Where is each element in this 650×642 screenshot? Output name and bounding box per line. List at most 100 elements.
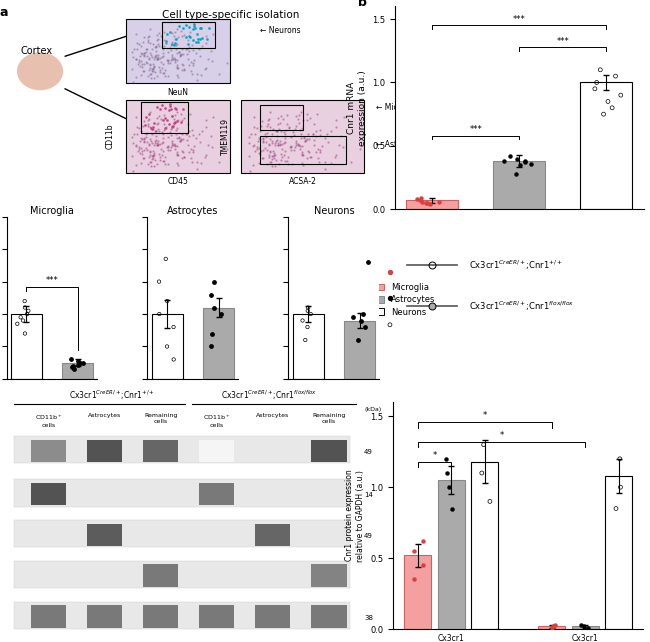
Point (154, 277, 164, 287)
Point (579, 621, 590, 632)
Point (306, 309, 316, 319)
Point (615, 454, 625, 464)
Point (23, 306, 34, 316)
Point (441, 454, 451, 464)
Text: CD45: CD45 (168, 177, 188, 186)
Point (417, 196, 428, 207)
Legend: Microglia, Astrocytes, Neurons: Microglia, Astrocytes, Neurons (374, 283, 436, 317)
Point (209, 302, 219, 313)
Text: ***: *** (556, 37, 569, 46)
Point (69, 364, 79, 374)
Text: CD11b$^+$
cells: CD11b$^+$ cells (203, 413, 231, 428)
Point (515, 160, 526, 170)
FancyBboxPatch shape (296, 265, 358, 281)
Point (473, 433, 484, 443)
Y-axis label: Cnr1 mRNA
expression (a.u.): Cnr1 mRNA expression (a.u.) (347, 70, 367, 146)
Point (73, 360, 83, 370)
Text: Cx3cr1$^{CreER/+}$;Cnr1$^{+/+}$: Cx3cr1$^{CreER/+}$;Cnr1$^{+/+}$ (69, 388, 155, 402)
Text: NeuN: NeuN (168, 87, 188, 96)
Bar (292, 314, 324, 379)
Point (499, 156, 510, 166)
Ellipse shape (18, 53, 62, 90)
Point (616, 482, 626, 492)
Point (358, 309, 369, 319)
Point (592, 77, 602, 87)
Title: Microglia: Microglia (30, 206, 74, 216)
Point (348, 312, 359, 322)
Bar (471, 462, 498, 629)
Text: b: b (358, 0, 367, 9)
Point (303, 302, 313, 313)
Bar (62, 363, 94, 379)
Point (607, 103, 618, 113)
Title: Astrocytes: Astrocytes (167, 206, 218, 216)
Text: Astrocytes: Astrocytes (88, 413, 122, 419)
Point (411, 194, 422, 204)
Text: CD11b$^+$
cells: CD11b$^+$ cells (35, 413, 62, 428)
Text: *: * (499, 431, 504, 440)
Point (611, 503, 621, 514)
Point (424, 199, 435, 209)
Point (485, 496, 495, 507)
Point (422, 198, 433, 208)
Point (526, 159, 536, 169)
Point (419, 536, 429, 546)
Point (360, 322, 370, 332)
Bar (493, 161, 545, 209)
Point (18, 315, 28, 325)
Point (590, 83, 600, 94)
Bar (438, 480, 465, 629)
Point (418, 560, 428, 571)
Point (162, 296, 172, 306)
Text: *: * (483, 412, 487, 421)
Text: ← Astrocytes: ← Astrocytes (376, 140, 425, 149)
Text: Cx3cr1$^{CreER/+}$;Cnr1$^{flox/flox}$: Cx3cr1$^{CreER/+}$;Cnr1$^{flox/flox}$ (222, 388, 317, 402)
Point (20, 328, 30, 338)
Point (473, 456, 484, 467)
Point (68, 361, 79, 371)
Bar (203, 308, 234, 379)
Point (520, 156, 530, 166)
Point (478, 440, 489, 450)
Point (154, 309, 164, 319)
Point (425, 276, 436, 286)
Text: Cortex: Cortex (20, 46, 53, 56)
Bar (404, 555, 431, 629)
Point (12, 318, 23, 329)
Text: 49: 49 (364, 533, 373, 539)
Text: Remaining
cells: Remaining cells (312, 413, 346, 424)
Point (363, 257, 374, 267)
Point (421, 198, 432, 208)
Point (425, 260, 436, 270)
Point (616, 90, 626, 100)
Point (409, 575, 419, 585)
Point (161, 254, 171, 264)
Bar (605, 476, 632, 629)
Text: Remaining
cells: Remaining cells (144, 413, 177, 424)
FancyBboxPatch shape (296, 241, 358, 257)
Point (207, 328, 217, 338)
Point (416, 193, 426, 203)
Text: a: a (0, 6, 8, 19)
Point (78, 358, 88, 369)
Point (206, 290, 216, 300)
Bar (344, 320, 375, 379)
Point (16, 312, 26, 322)
Text: Astrocytes: Astrocytes (256, 413, 289, 419)
Text: ← Neurons: ← Neurons (260, 26, 301, 35)
Point (575, 620, 586, 630)
Point (20, 302, 30, 313)
Bar (151, 314, 183, 379)
Bar (406, 200, 458, 209)
Point (409, 546, 419, 556)
Bar (572, 627, 599, 629)
Text: ***: *** (46, 276, 58, 285)
Point (610, 71, 621, 82)
Point (73, 356, 84, 366)
Point (302, 322, 313, 332)
Point (297, 315, 307, 325)
Point (215, 309, 226, 319)
Text: Cell type-specific isolation: Cell type-specific isolation (162, 10, 299, 21)
Point (447, 503, 457, 514)
Point (442, 468, 452, 478)
